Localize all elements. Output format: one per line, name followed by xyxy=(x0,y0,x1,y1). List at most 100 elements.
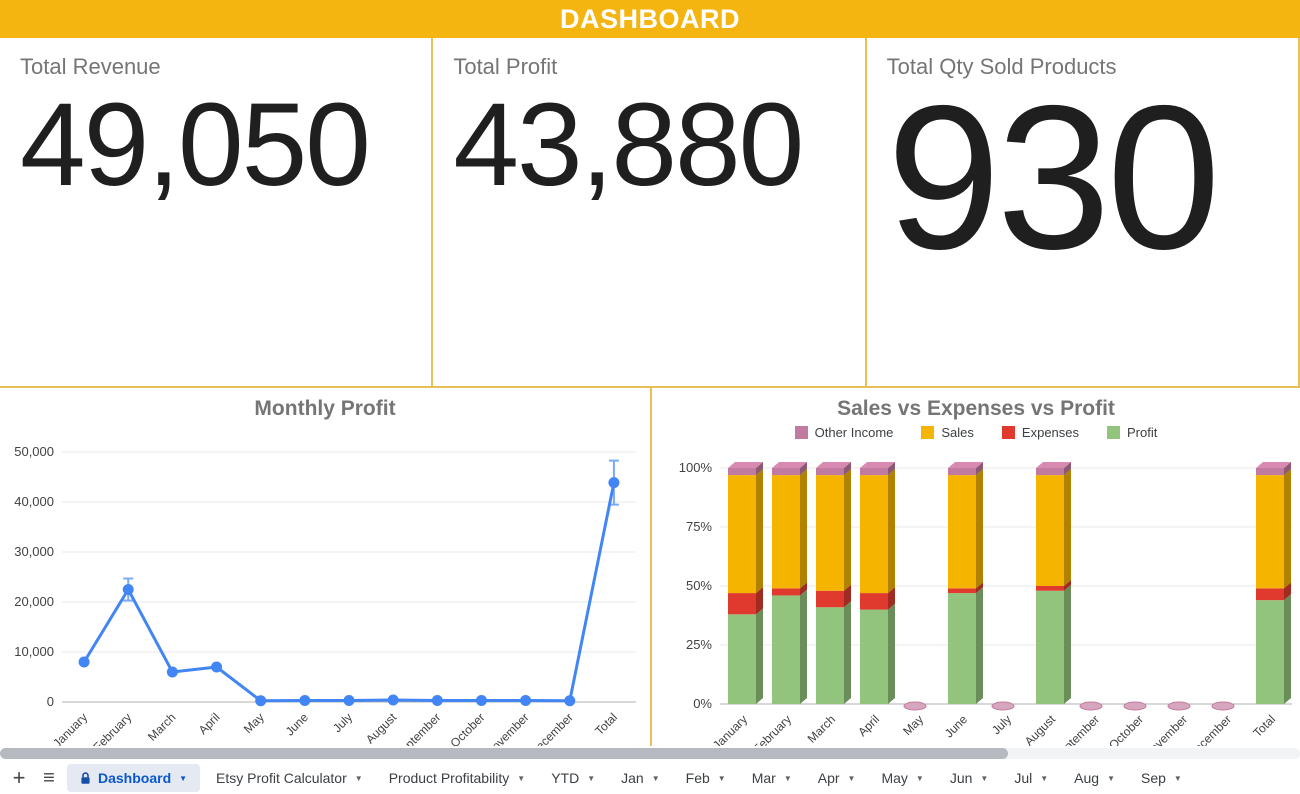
tab-label: Sep xyxy=(1141,770,1166,786)
tab-dropdown-caret-icon[interactable]: ▼ xyxy=(1107,773,1115,783)
sheet-tab-may[interactable]: May ▼ xyxy=(868,762,936,794)
tab-label: Jun xyxy=(949,770,973,786)
kpi-card-total-qty-sold[interactable]: Total Qty Sold Products 930 xyxy=(867,38,1300,386)
sheet-tab-jun[interactable]: Jun ▼ xyxy=(937,762,1002,794)
legend-label: Other Income xyxy=(814,424,894,440)
sheet-tab-aug[interactable]: Aug ▼ xyxy=(1061,762,1128,794)
svg-text:September: September xyxy=(392,710,443,746)
legend-item-expenses: Expenses xyxy=(1001,424,1080,440)
legend-swatch-icon xyxy=(1001,425,1015,439)
sheet-tab-jul[interactable]: Jul ▼ xyxy=(1001,762,1061,794)
tab-dropdown-caret-icon[interactable]: ▼ xyxy=(179,773,188,783)
svg-text:April: April xyxy=(855,712,882,739)
tab-label: Jan xyxy=(621,770,644,786)
svg-text:75%: 75% xyxy=(686,519,712,534)
tab-dropdown-caret-icon[interactable]: ▼ xyxy=(1173,773,1182,783)
tab-label: Aug xyxy=(1074,770,1100,786)
monthly-profit-chart[interactable]: Monthly Profit 0 10,000 20,000 30,000 40,000… xyxy=(0,388,650,746)
sheet-tab-bar: + ≡ Dashboard ▼ Etsy Profit Calculator ▼ Pro… xyxy=(0,762,1300,794)
tab-label: Mar xyxy=(751,770,776,786)
chart-legend: Other Income Sales Expenses Profit xyxy=(652,422,1300,442)
scrollbar-thumb[interactable] xyxy=(0,748,1008,759)
legend-label: Sales xyxy=(941,424,974,440)
svg-text:October: October xyxy=(447,710,487,746)
svg-text:50%: 50% xyxy=(686,578,712,593)
tab-dropdown-caret-icon[interactable]: ▼ xyxy=(717,773,726,783)
legend-label: Expenses xyxy=(1021,424,1080,440)
svg-text:June: June xyxy=(942,712,971,741)
svg-text:February: February xyxy=(90,710,134,746)
lock-icon xyxy=(81,771,90,784)
tab-dropdown-caret-icon[interactable]: ▼ xyxy=(915,773,924,783)
horizontal-scrollbar[interactable] xyxy=(0,746,1300,762)
tab-dropdown-caret-icon[interactable]: ▼ xyxy=(847,773,856,783)
tab-label: Dashboard xyxy=(98,770,172,786)
tab-dropdown-caret-icon[interactable]: ▼ xyxy=(783,773,792,783)
all-sheets-menu-button[interactable]: ≡ xyxy=(34,762,64,794)
svg-text:40,000: 40,000 xyxy=(14,494,54,509)
svg-text:October: October xyxy=(1106,712,1146,746)
svg-text:20,000: 20,000 xyxy=(14,594,54,609)
tab-label: May xyxy=(881,770,908,786)
kpi-label: Total Profit xyxy=(453,54,558,79)
svg-text:September: September xyxy=(1051,712,1102,746)
sheet-tab-mar[interactable]: Mar ▼ xyxy=(739,762,805,794)
tab-dropdown-caret-icon[interactable]: ▼ xyxy=(980,773,989,783)
tab-label: YTD xyxy=(551,770,580,786)
svg-text:May: May xyxy=(900,712,926,738)
sheet-tab-jan[interactable]: Jan ▼ xyxy=(608,762,673,794)
kpi-card-total-revenue[interactable]: Total Revenue 49,050 xyxy=(0,38,434,386)
svg-text:August: August xyxy=(363,710,400,746)
sheet-tab-product-profitability[interactable]: Product Profitability ▼ xyxy=(376,762,539,794)
sheet-tab-dashboard[interactable]: Dashboard ▼ xyxy=(67,764,201,792)
svg-text:25%: 25% xyxy=(686,637,712,652)
tab-dropdown-caret-icon[interactable]: ▼ xyxy=(354,773,363,783)
sheet-tabs: Dashboard ▼ Etsy Profit Calculator ▼ Product… xyxy=(64,762,1195,794)
legend-item-other-income: Other Income xyxy=(794,424,894,440)
svg-text:50,000: 50,000 xyxy=(14,444,54,459)
svg-text:0: 0 xyxy=(47,694,54,709)
svg-text:February: February xyxy=(750,712,794,746)
tab-dropdown-caret-icon[interactable]: ▼ xyxy=(1040,773,1049,783)
sales-expenses-profit-chart[interactable]: Sales vs Expenses vs Profit Other Income… xyxy=(650,388,1300,746)
svg-text:January: January xyxy=(50,710,90,746)
svg-text:January: January xyxy=(710,712,750,746)
stacked-bar-plot: 0% 25% 50% 75% 100% January February March April… xyxy=(679,460,1292,746)
sheet-tab-feb[interactable]: Feb ▼ xyxy=(673,762,739,794)
svg-text:June: June xyxy=(283,710,312,739)
svg-text:Total: Total xyxy=(1250,712,1278,740)
tab-dropdown-caret-icon[interactable]: ▼ xyxy=(517,773,526,783)
legend-swatch-icon xyxy=(921,425,935,439)
svg-text:November: November xyxy=(483,710,532,746)
kpi-row: Total Revenue 49,050 Total Profit 43,880… xyxy=(0,38,1300,388)
svg-text:December: December xyxy=(1185,712,1234,746)
legend-swatch-icon xyxy=(794,425,808,439)
legend-item-profit: Profit xyxy=(1107,425,1157,440)
svg-text:10,000: 10,000 xyxy=(14,644,54,659)
tab-dropdown-caret-icon[interactable]: ▼ xyxy=(651,773,660,783)
kpi-label: Total Qty Sold Products xyxy=(886,54,1117,79)
tab-label: Etsy Profit Calculator xyxy=(216,770,347,786)
hamburger-icon: ≡ xyxy=(43,766,55,789)
tab-label: Product Profitability xyxy=(388,770,510,786)
svg-text:July: July xyxy=(330,710,355,735)
kpi-value: 930 xyxy=(886,63,1221,292)
svg-text:April: April xyxy=(196,710,223,737)
tab-label: Feb xyxy=(685,770,710,786)
sheet-tab-apr[interactable]: Apr ▼ xyxy=(805,762,869,794)
kpi-value: 49,050 xyxy=(20,79,371,211)
kpi-card-total-profit[interactable]: Total Profit 43,880 xyxy=(433,38,867,386)
charts-row: Monthly Profit 0 10,000 20,000 30,000 40,000… xyxy=(0,388,1300,746)
svg-text:Total: Total xyxy=(592,710,620,738)
svg-text:0%: 0% xyxy=(693,696,712,711)
tab-dropdown-caret-icon[interactable]: ▼ xyxy=(587,773,596,783)
sheet-tab-ytd[interactable]: YTD ▼ xyxy=(538,762,608,794)
dashboard-banner: DASHBOARD xyxy=(0,0,1300,38)
legend-label: Profit xyxy=(1127,424,1158,440)
sheet-tab-etsy-profit-calculator[interactable]: Etsy Profit Calculator ▼ xyxy=(203,762,376,794)
sheet-tab-sep[interactable]: Sep ▼ xyxy=(1128,762,1195,794)
add-sheet-button[interactable]: + xyxy=(4,762,34,794)
svg-text:August: August xyxy=(1022,712,1059,746)
svg-text:December: December xyxy=(527,710,576,746)
svg-text:30,000: 30,000 xyxy=(14,544,54,559)
